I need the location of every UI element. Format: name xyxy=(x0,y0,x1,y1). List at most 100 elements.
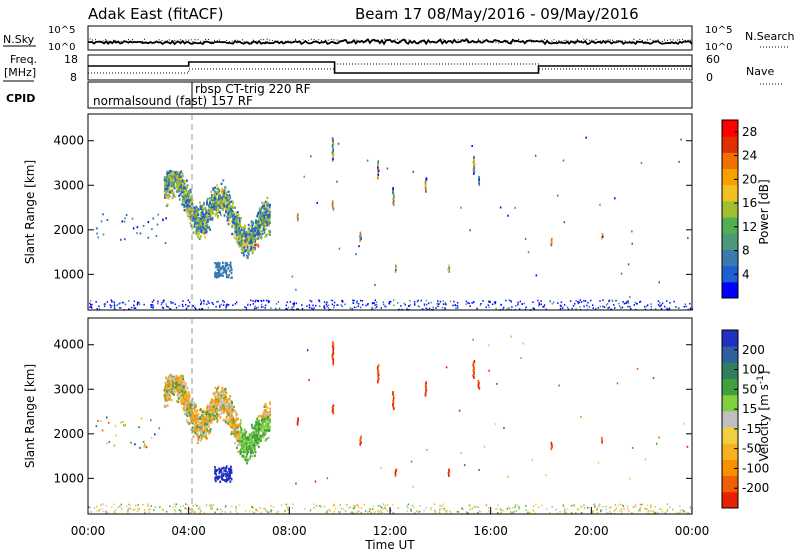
echo-mark xyxy=(189,301,191,304)
echo-mark xyxy=(454,304,457,306)
echo-mark xyxy=(225,408,228,412)
echo-mark xyxy=(569,300,572,302)
echo-mark xyxy=(193,222,196,225)
echo-mark xyxy=(355,306,358,309)
echo-mark xyxy=(684,510,686,513)
echo-mark xyxy=(237,231,240,234)
x-tick-label: 00:00 xyxy=(675,524,710,538)
echo-mark xyxy=(532,307,534,309)
echo-mark xyxy=(571,307,573,310)
echo-mark xyxy=(241,454,244,458)
echo-mark xyxy=(268,415,271,418)
echo-mark xyxy=(172,384,174,388)
echo-mark xyxy=(151,228,153,231)
echo-mark xyxy=(605,508,607,511)
echo-mark xyxy=(620,272,623,275)
echo-mark xyxy=(301,304,303,306)
echo-mark xyxy=(444,302,446,304)
echo-mark xyxy=(225,391,228,394)
echo-mark xyxy=(596,507,598,510)
echo-mark xyxy=(201,219,203,222)
echo-mark xyxy=(324,307,326,310)
echo-mark xyxy=(678,160,680,163)
echo-mark xyxy=(193,418,196,421)
echo-mark xyxy=(179,379,182,382)
echo-mark xyxy=(199,431,202,435)
echo-mark xyxy=(420,299,422,302)
cpid-panel: CPID normalsound (fast) 157 RF rbsp CT-t… xyxy=(6,81,693,109)
echo-mark xyxy=(166,170,169,174)
echo-mark xyxy=(437,300,439,302)
echo-mark xyxy=(471,145,473,147)
echo-mark xyxy=(243,438,245,441)
echo-mark xyxy=(209,197,211,200)
echo-mark xyxy=(217,197,220,201)
echo-mark xyxy=(211,418,213,422)
echo-mark xyxy=(192,231,195,234)
echo-mark xyxy=(333,301,336,304)
echo-mark xyxy=(198,425,201,429)
echo-mark xyxy=(183,398,185,401)
echo-mark xyxy=(608,299,611,302)
echo-mark xyxy=(195,232,198,236)
echo-mark xyxy=(208,406,211,410)
echo-mark xyxy=(312,304,314,307)
echo-mark xyxy=(185,419,188,422)
echo-mark xyxy=(215,276,218,279)
echo-mark xyxy=(187,412,190,416)
echo-mark xyxy=(425,187,427,191)
echo-mark xyxy=(98,305,100,308)
echo-mark xyxy=(217,414,220,417)
echo-mark xyxy=(230,407,233,410)
echo-mark xyxy=(225,205,228,208)
echo-mark xyxy=(174,173,177,177)
echo-mark xyxy=(237,241,239,244)
echo-mark xyxy=(202,212,205,215)
echo-mark xyxy=(152,305,155,308)
echo-mark xyxy=(316,504,318,507)
echo-mark xyxy=(246,245,249,248)
echo-mark xyxy=(224,418,227,421)
echo-mark xyxy=(211,302,213,304)
echo-mark xyxy=(124,303,127,306)
echo-mark xyxy=(215,473,217,476)
echo-mark xyxy=(183,186,185,189)
power-colorbar-swatch xyxy=(722,136,738,153)
echo-mark xyxy=(231,430,233,433)
echo-mark xyxy=(194,410,196,413)
echo-mark xyxy=(478,469,480,471)
echo-mark xyxy=(215,192,218,195)
echo-mark xyxy=(332,207,335,211)
echo-mark xyxy=(359,442,361,446)
echo-mark xyxy=(121,301,124,304)
echo-mark xyxy=(231,416,233,419)
echo-mark xyxy=(333,304,335,307)
nave-tick-bottom: 0 xyxy=(706,71,713,84)
echo-mark xyxy=(224,406,227,409)
echo-mark xyxy=(227,476,230,479)
echo-mark xyxy=(267,415,269,419)
echo-mark xyxy=(220,204,222,207)
echo-mark xyxy=(223,214,226,217)
echo-mark xyxy=(124,238,126,241)
echo-mark xyxy=(201,418,204,421)
echo-mark xyxy=(257,415,260,418)
echo-mark xyxy=(267,411,270,415)
echo-mark xyxy=(265,221,268,224)
echo-mark xyxy=(207,300,209,303)
echo-mark xyxy=(297,213,299,217)
echo-mark xyxy=(586,308,589,311)
echo-mark xyxy=(188,194,191,197)
echo-mark xyxy=(127,507,130,510)
echo-mark xyxy=(183,195,186,198)
echo-mark xyxy=(219,480,222,483)
echo-mark xyxy=(179,505,182,508)
echo-mark xyxy=(237,443,239,447)
echo-mark xyxy=(188,392,191,396)
echo-mark xyxy=(331,146,334,150)
echo-mark xyxy=(180,380,183,383)
echo-mark xyxy=(195,205,198,208)
echo-mark xyxy=(265,412,268,415)
echo-mark xyxy=(205,503,208,506)
echo-mark xyxy=(595,509,598,511)
